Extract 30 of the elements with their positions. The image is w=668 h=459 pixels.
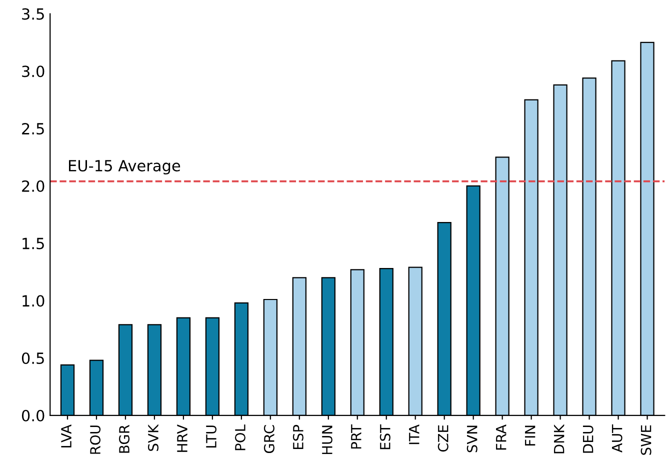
y-tick-label: 0.5 [22, 352, 44, 364]
x-tick-label: GRC [264, 425, 274, 454]
y-tick-label: 2.5 [22, 122, 44, 135]
y-tick-label: 3.0 [22, 66, 44, 78]
x-tick-label: SVK [148, 424, 158, 451]
x-tick-label: POL [234, 424, 246, 450]
x-tick-label: ESP [292, 424, 304, 450]
x-tick-label: DEU [582, 426, 594, 453]
x-tick-label: SVN [466, 426, 478, 452]
y-tick-label: 2.0 [22, 180, 44, 192]
y-tick-label: 1.0 [22, 295, 44, 307]
x-tick-label: HRV [177, 424, 188, 452]
x-tick-label: SWE [640, 425, 652, 455]
x-tick-label: AUT [612, 424, 622, 452]
x-tick-label: ITA [409, 424, 420, 444]
x-tick-label: LTU [206, 426, 216, 448]
ref-line-label: EU-15 Average [68, 160, 180, 174]
x-tick-label: HUN [322, 426, 332, 454]
y-tick-label: 1.5 [22, 238, 44, 250]
x-tick-label: EST [380, 424, 390, 450]
x-tick-label: PRT [351, 424, 362, 449]
y-tick-label: 0.0 [22, 410, 44, 422]
x-tick-label: ROU [90, 426, 101, 454]
x-tick-label: BGR [118, 424, 130, 453]
x-tick-label: DNK [554, 424, 564, 454]
x-tick-label: FRA [496, 424, 506, 450]
x-tick-label: FIN [525, 426, 536, 446]
x-tick-label: CZE [438, 425, 448, 452]
y-tick-label: 3.5 [22, 8, 44, 20]
x-tick-label: LVA [61, 424, 72, 448]
